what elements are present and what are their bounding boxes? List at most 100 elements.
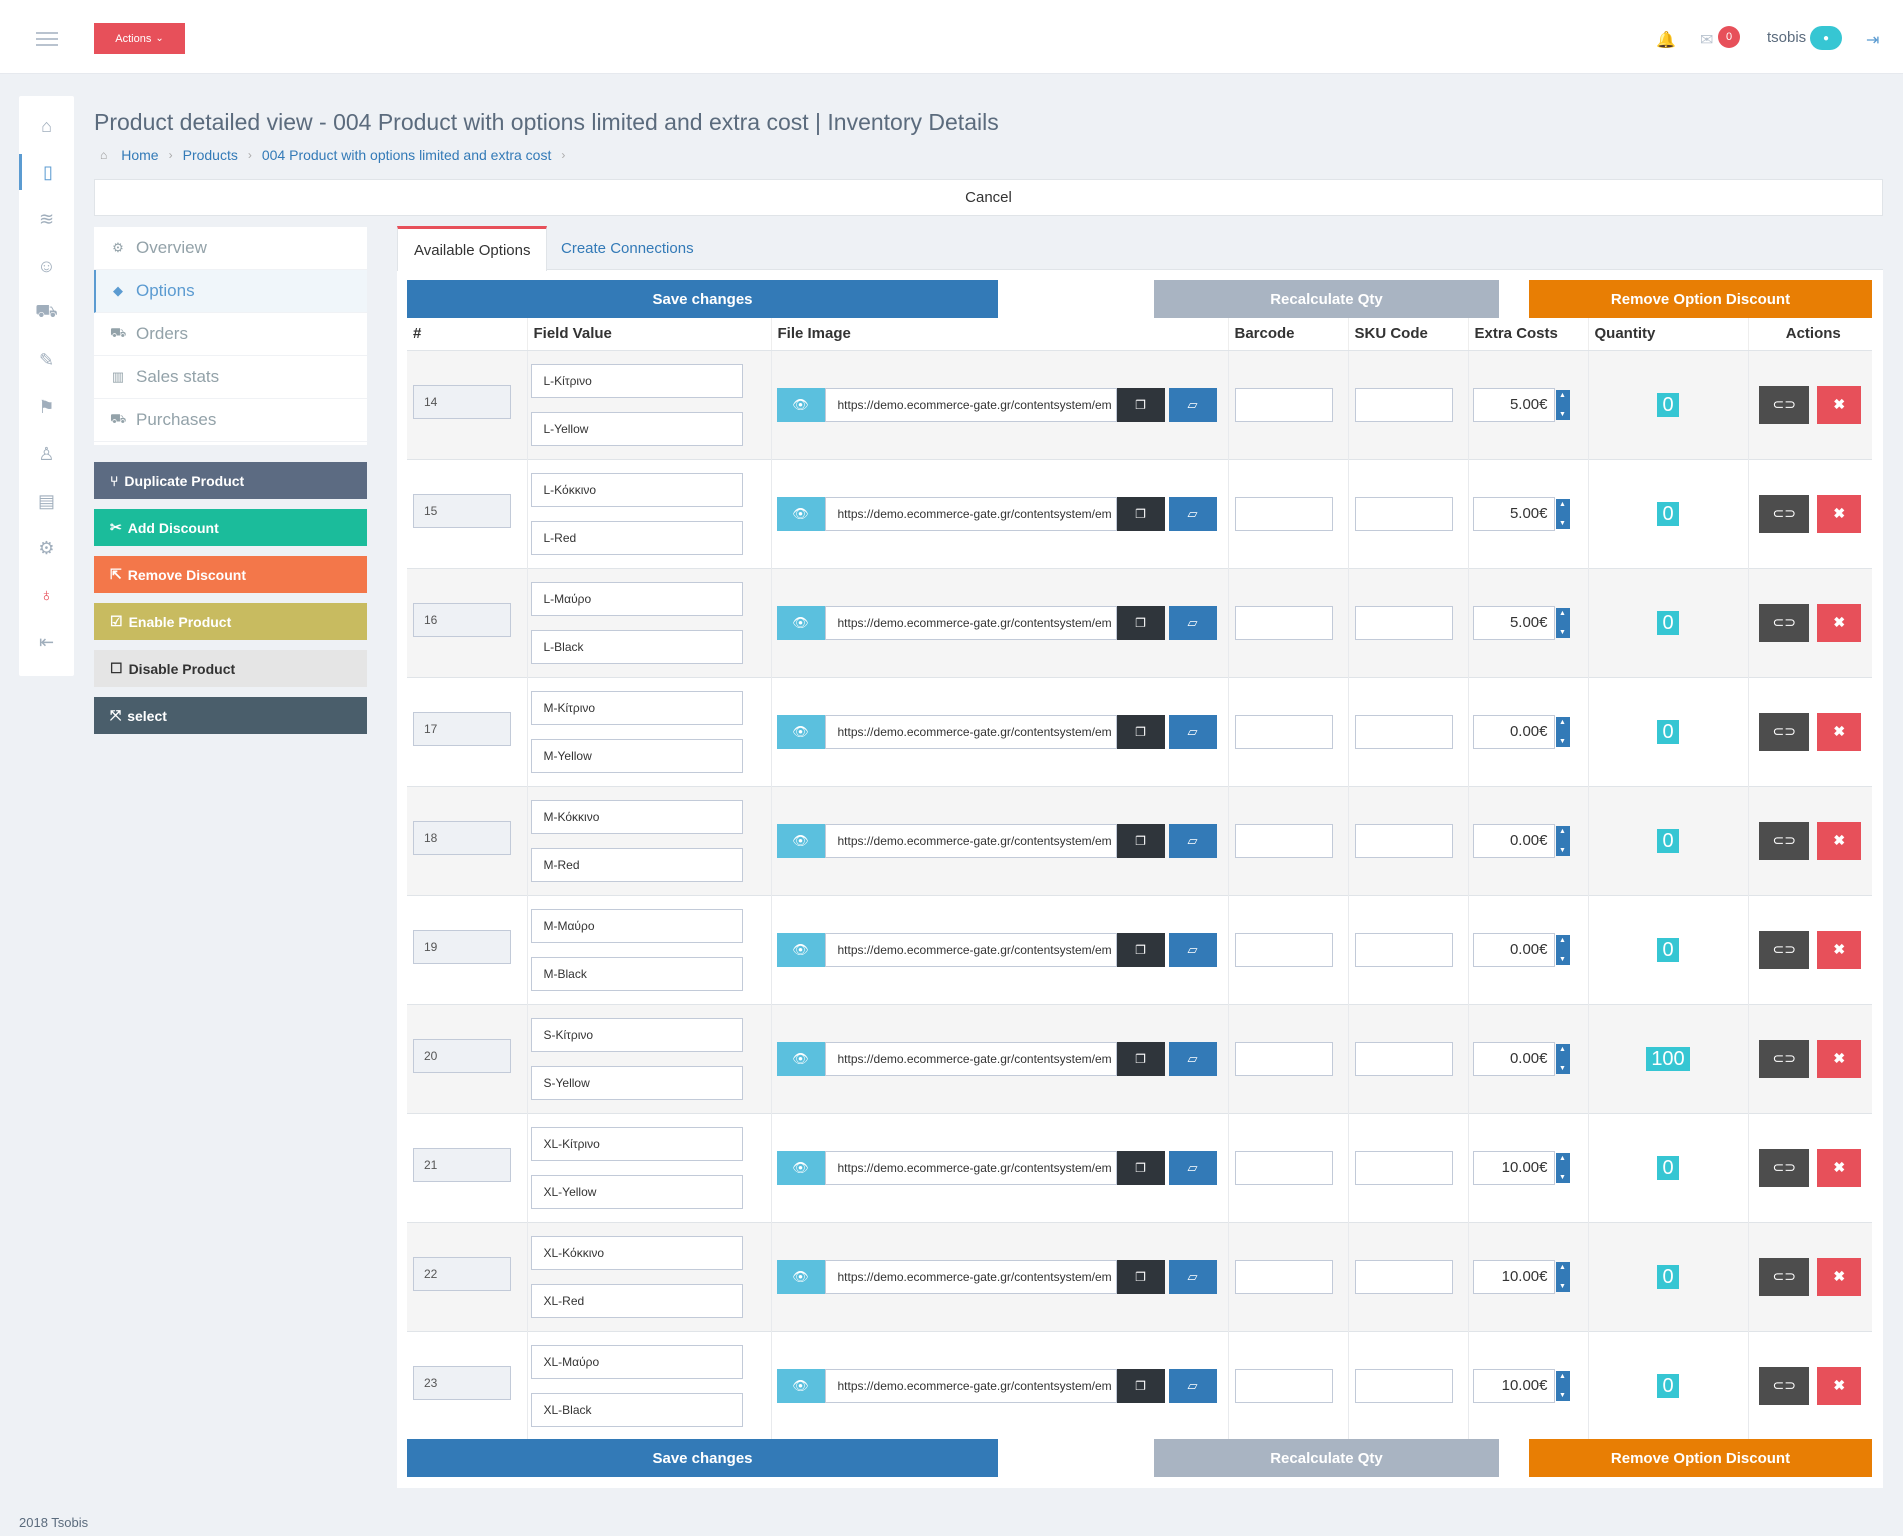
field-value-input[interactable]: L-Μαύρο bbox=[530, 581, 743, 616]
file-url-input[interactable]: https://demo.ecommerce-gate.gr/contentsy… bbox=[824, 496, 1117, 531]
stepper-icon[interactable]: ▲ ▼ bbox=[1555, 607, 1570, 638]
folder-open-icon[interactable]: ▱ bbox=[1168, 1368, 1217, 1403]
products-icon[interactable]: ▯ bbox=[19, 154, 74, 190]
option-id-field[interactable]: 16 bbox=[413, 602, 511, 637]
barcode-input[interactable] bbox=[1234, 1259, 1333, 1294]
extra-costs-input[interactable]: 5.00€ bbox=[1472, 605, 1555, 640]
cancel-button[interactable]: Cancel bbox=[94, 179, 1883, 216]
eye-icon[interactable]: 👁 bbox=[776, 714, 825, 749]
eye-icon[interactable]: 👁 bbox=[776, 1259, 825, 1294]
logout-icon[interactable]: ⇤ bbox=[38, 631, 55, 652]
sku-input[interactable] bbox=[1354, 714, 1453, 749]
eye-icon[interactable]: 👁 bbox=[776, 496, 825, 531]
option-id-field[interactable]: 23 bbox=[413, 1365, 511, 1400]
barcode-input[interactable] bbox=[1234, 1041, 1333, 1076]
select-button[interactable]: ⤧ select bbox=[94, 697, 367, 734]
field-value-input[interactable]: M-Κόκκινο bbox=[530, 799, 743, 834]
sku-input[interactable] bbox=[1354, 1150, 1453, 1185]
copy-icon[interactable]: ❐ bbox=[1116, 605, 1165, 640]
eye-icon[interactable]: 👁 bbox=[776, 823, 825, 858]
stepper-icon[interactable]: ▲ ▼ bbox=[1555, 1261, 1570, 1292]
close-icon[interactable]: ✖ bbox=[1817, 494, 1862, 533]
option-id-field[interactable]: 17 bbox=[413, 711, 511, 746]
remove-option-discount-button-top[interactable]: Remove Option Discount bbox=[1529, 280, 1872, 318]
stepper-icon[interactable]: ▲ ▼ bbox=[1555, 1370, 1570, 1401]
recalculate-qty-button-bottom[interactable]: Recalculate Qty bbox=[1154, 1439, 1499, 1477]
file-url-input[interactable]: https://demo.ecommerce-gate.gr/contentsy… bbox=[824, 823, 1117, 858]
eye-icon[interactable]: 👁 bbox=[776, 932, 825, 967]
link-icon[interactable]: ⊂⊃ bbox=[1759, 930, 1810, 969]
sku-input[interactable] bbox=[1354, 496, 1453, 531]
barcode-input[interactable] bbox=[1234, 932, 1333, 967]
breadcrumb-product[interactable]: 004 Product with options limited and ext… bbox=[261, 147, 552, 163]
option-id-field[interactable]: 21 bbox=[413, 1147, 511, 1182]
file-url-input[interactable]: https://demo.ecommerce-gate.gr/contentsy… bbox=[824, 387, 1117, 422]
file-url-input[interactable]: https://demo.ecommerce-gate.gr/contentsy… bbox=[824, 714, 1117, 749]
extra-costs-input[interactable]: 10.00€ bbox=[1472, 1368, 1555, 1403]
option-id-field[interactable]: 18 bbox=[413, 820, 511, 855]
barcode-input[interactable] bbox=[1234, 714, 1333, 749]
nav-item-orders[interactable]: ⛟ Orders bbox=[94, 313, 367, 356]
field-value-input[interactable]: L-Red bbox=[530, 520, 743, 555]
sku-input[interactable] bbox=[1354, 932, 1453, 967]
extra-costs-input[interactable]: 5.00€ bbox=[1472, 496, 1555, 531]
link-icon[interactable]: ⊂⊃ bbox=[1759, 712, 1810, 751]
nav-item-options[interactable]: ◆ Options bbox=[94, 270, 367, 313]
envelope-icon[interactable]: ✉ bbox=[1700, 32, 1714, 49]
extra-costs-input[interactable]: 0.00€ bbox=[1472, 932, 1555, 967]
book-icon[interactable]: ▤ bbox=[37, 490, 55, 511]
copy-icon[interactable]: ❐ bbox=[1116, 496, 1165, 531]
option-id-field[interactable]: 14 bbox=[413, 384, 511, 419]
file-url-input[interactable]: https://demo.ecommerce-gate.gr/contentsy… bbox=[824, 1150, 1117, 1185]
user-icon[interactable]: ♙ bbox=[38, 443, 55, 464]
user-avatar-icon[interactable]: ● bbox=[1810, 26, 1842, 50]
file-url-input[interactable]: https://demo.ecommerce-gate.gr/contentsy… bbox=[824, 1259, 1117, 1294]
copy-icon[interactable]: ❐ bbox=[1116, 1041, 1165, 1076]
menu-toggle-icon[interactable] bbox=[36, 32, 58, 46]
field-value-input[interactable]: S-Κίτρινο bbox=[530, 1017, 743, 1052]
close-icon[interactable]: ✖ bbox=[1817, 930, 1862, 969]
field-value-input[interactable]: XL-Κόκκινο bbox=[530, 1235, 743, 1270]
cart-icon[interactable]: ⛟ bbox=[35, 301, 58, 321]
field-value-input[interactable]: XL-Black bbox=[530, 1392, 743, 1427]
close-icon[interactable]: ✖ bbox=[1817, 1366, 1862, 1405]
field-value-input[interactable]: M-Μαύρο bbox=[530, 908, 743, 943]
extra-costs-input[interactable]: 0.00€ bbox=[1472, 823, 1555, 858]
remove-option-discount-button-bottom[interactable]: Remove Option Discount bbox=[1529, 1439, 1872, 1477]
eye-icon[interactable]: 👁 bbox=[776, 1150, 825, 1185]
stepper-icon[interactable]: ▲ ▼ bbox=[1555, 1043, 1570, 1074]
folder-open-icon[interactable]: ▱ bbox=[1168, 932, 1217, 967]
eye-icon[interactable]: 👁 bbox=[776, 605, 825, 640]
close-icon[interactable]: ✖ bbox=[1817, 603, 1862, 642]
option-id-field[interactable]: 20 bbox=[413, 1038, 511, 1073]
file-url-input[interactable]: https://demo.ecommerce-gate.gr/contentsy… bbox=[824, 1041, 1117, 1076]
field-value-input[interactable]: L-Yellow bbox=[530, 411, 743, 446]
field-value-input[interactable]: L-Κίτρινο bbox=[530, 363, 743, 398]
link-icon[interactable]: ⊂⊃ bbox=[1759, 603, 1810, 642]
field-value-input[interactable]: M-Yellow bbox=[530, 738, 743, 773]
sku-input[interactable] bbox=[1354, 1041, 1453, 1076]
lightbulb-icon[interactable]: ♁ bbox=[39, 584, 54, 605]
layers-icon[interactable]: ≋ bbox=[38, 208, 55, 229]
option-id-field[interactable]: 19 bbox=[413, 929, 511, 964]
file-url-input[interactable]: https://demo.ecommerce-gate.gr/contentsy… bbox=[824, 605, 1117, 640]
tab-available-options[interactable]: Available Options bbox=[397, 226, 548, 271]
field-value-input[interactable]: M-Κίτρινο bbox=[530, 690, 743, 725]
copy-icon[interactable]: ❐ bbox=[1116, 823, 1165, 858]
close-icon[interactable]: ✖ bbox=[1817, 1148, 1862, 1187]
extra-costs-input[interactable]: 10.00€ bbox=[1472, 1259, 1555, 1294]
file-url-input[interactable]: https://demo.ecommerce-gate.gr/contentsy… bbox=[824, 1368, 1117, 1403]
link-icon[interactable]: ⊂⊃ bbox=[1759, 821, 1810, 860]
field-value-input[interactable]: XL-Yellow bbox=[530, 1174, 743, 1209]
field-value-input[interactable]: L-Black bbox=[530, 629, 743, 664]
copy-icon[interactable]: ❐ bbox=[1116, 714, 1165, 749]
barcode-input[interactable] bbox=[1234, 496, 1333, 531]
extra-costs-input[interactable]: 5.00€ bbox=[1472, 387, 1555, 422]
save-changes-button-bottom[interactable]: Save changes bbox=[407, 1439, 998, 1477]
edit-icon[interactable]: ✎ bbox=[38, 349, 55, 370]
link-icon[interactable]: ⊂⊃ bbox=[1759, 1366, 1810, 1405]
extra-costs-input[interactable]: 0.00€ bbox=[1472, 714, 1555, 749]
signpost-icon[interactable]: ⚑ bbox=[38, 396, 55, 417]
username[interactable]: tsobis bbox=[1767, 29, 1807, 46]
stepper-icon[interactable]: ▲ ▼ bbox=[1555, 825, 1570, 856]
